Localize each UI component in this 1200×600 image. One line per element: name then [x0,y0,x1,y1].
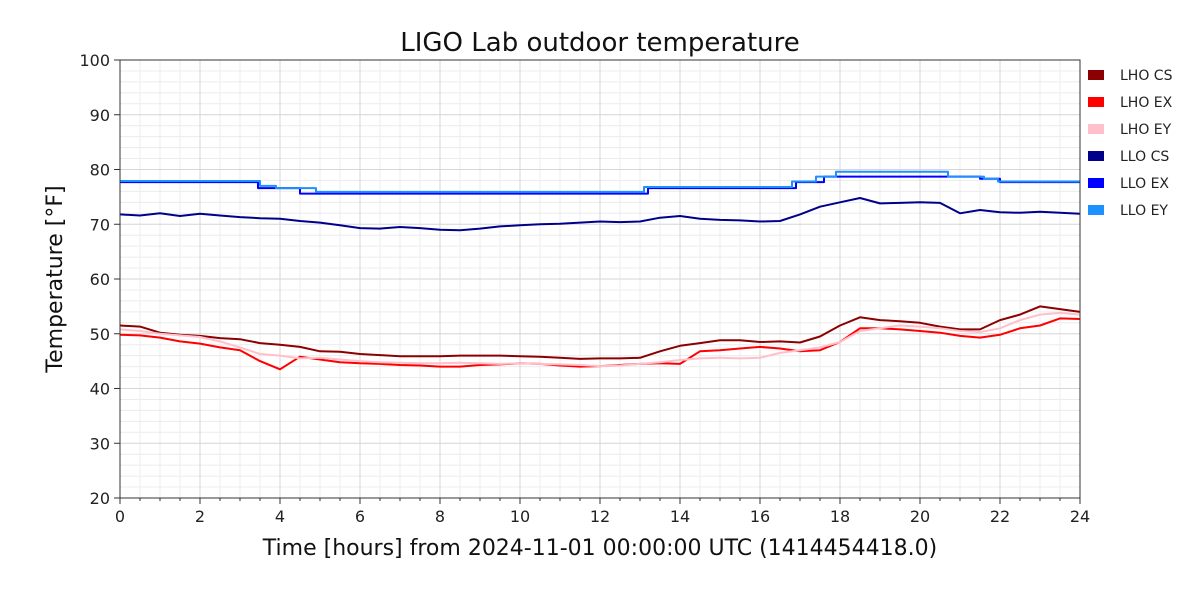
x-tick-label: 10 [510,507,530,526]
legend-item-llo-cs: LLO CS [1088,149,1169,165]
y-axis-label: Temperature [°F] [43,185,68,373]
x-tick-label: 8 [435,507,445,526]
legend-label: LLO EY [1120,203,1168,219]
x-tick-label: 24 [1070,507,1090,526]
legend-item-llo-ex: LLO EX [1088,176,1169,192]
chart-legend: LHO CS LHO EX LHO EY LLO CS LLO EX LLO EY [1088,68,1173,219]
legend-swatch [1088,70,1104,80]
x-tick-label: 0 [115,507,125,526]
legend-swatch [1088,97,1104,107]
legend-item-lho-cs: LHO CS [1088,68,1173,84]
legend-label: LLO EX [1120,176,1169,192]
x-tick-label: 22 [990,507,1010,526]
y-tick-label: 40 [90,380,110,399]
y-tick-label: 60 [90,270,110,289]
x-tick-label: 16 [750,507,770,526]
y-tick-label: 30 [90,434,110,453]
legend-swatch [1088,124,1104,134]
y-tick-label: 100 [79,51,110,70]
legend-label: LHO CS [1120,68,1173,84]
legend-label: LLO CS [1120,149,1169,165]
chart-grid [119,59,1081,499]
series-line-lho-ey [119,311,1081,368]
series-line-llo-ey [120,170,1080,193]
x-tick-label: 20 [910,507,930,526]
series-line-llo-cs [119,197,1081,232]
series-line-lho-cs [119,305,1081,360]
x-tick-label: 12 [590,507,610,526]
legend-label: LHO EY [1120,122,1172,138]
legend-swatch [1088,178,1104,188]
y-tick-label: 50 [90,325,110,344]
x-tick-label: 14 [670,507,690,526]
legend-item-lho-ey: LHO EY [1088,122,1172,138]
legend-item-lho-ex: LHO EX [1088,95,1173,111]
chart-series-group [119,170,1081,371]
legend-swatch [1088,151,1104,161]
legend-swatch [1088,205,1104,215]
x-tick-label: 6 [355,507,365,526]
y-tick-label: 80 [90,161,110,180]
x-tick-label: 18 [830,507,850,526]
chart-title: LIGO Lab outdoor temperature [400,28,800,58]
x-tick-label: 4 [275,507,285,526]
x-tick-label: 2 [195,507,205,526]
x-axis-label: Time [hours] from 2024-11-01 00:00:00 UT… [262,536,937,561]
y-tick-label: 90 [90,106,110,125]
legend-item-llo-ey: LLO EY [1088,203,1168,219]
y-tick-label: 20 [90,489,110,508]
legend-label: LHO EX [1120,95,1173,111]
y-tick-label: 70 [90,215,110,234]
